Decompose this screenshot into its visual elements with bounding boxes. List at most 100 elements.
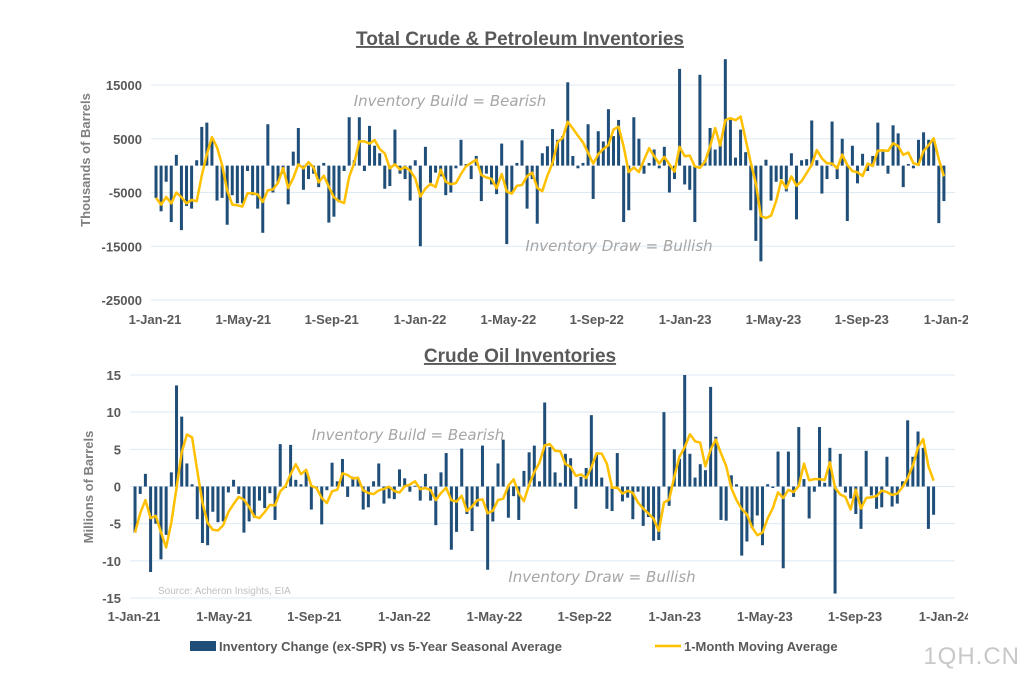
bar [252,486,256,518]
bar [647,162,651,166]
bar [632,117,636,166]
bar [164,486,168,535]
bar [382,486,386,504]
bar [465,486,469,515]
bar [388,165,392,187]
bar [843,486,847,493]
bar [586,124,590,166]
bar [840,138,844,166]
bar [332,165,336,217]
bar [855,165,859,184]
legend-line-label: 1-Month Moving Average [684,639,838,654]
bar [657,165,661,169]
bar [911,165,915,169]
bar [896,133,900,166]
annotation-build: Inventory Build = Bearish [312,426,505,444]
bar [195,486,199,520]
bar [185,463,189,487]
bar [563,453,567,487]
bar [322,162,326,166]
y-tick-label: -10 [102,554,121,569]
bar [574,486,578,509]
bar [698,74,702,166]
bar [786,451,790,487]
bar [347,117,351,166]
bar [864,450,868,487]
bar [330,462,334,487]
x-tick-label: 1-Jan-24 [919,609,973,624]
bar [800,160,804,166]
bar [484,165,488,174]
chart-title: Total Crude & Petroleum Inventories [356,29,684,50]
bar [444,453,448,487]
annotation-build: Inventory Build = Bearish [354,92,547,110]
x-tick-label: 1-Sep-22 [558,609,612,624]
bars [154,59,946,262]
bar [470,486,474,532]
bar [610,486,614,512]
y-tick-label: 0 [114,480,121,495]
bar [667,165,671,193]
bar [744,152,748,166]
bar [195,160,199,166]
bar [760,486,764,546]
bar [637,138,641,166]
bar [232,479,236,487]
source-note: Source: Acheron Insights, EIA [158,586,291,597]
bar [845,165,849,221]
bar [749,165,753,211]
bar [900,481,904,487]
bar [861,153,865,166]
bar [449,165,453,193]
bar [723,59,727,166]
bar [880,486,884,508]
bar [486,486,490,570]
y-tick-label: -15000 [102,239,142,254]
bar [439,472,443,487]
bar [693,165,697,223]
bar [535,165,539,224]
bar [942,165,946,202]
bar [646,486,650,517]
bar [849,486,853,499]
bar [138,486,142,494]
bar [922,132,926,166]
bar [850,145,854,166]
bar [362,165,366,171]
y-tick-label: 5 [114,442,121,457]
bar [823,482,827,487]
bar [764,159,768,166]
bar [719,486,723,520]
bar [480,445,484,487]
bar [291,151,295,166]
x-tick-label: 1-Sep-23 [835,312,889,327]
bar [714,436,718,487]
bar [926,486,930,529]
bar [688,165,692,190]
bar [569,458,573,487]
x-tick-label: 1-Jan-24 [924,312,978,327]
bar [459,139,463,166]
bar [833,486,837,594]
bar [698,464,702,487]
bar [906,164,910,166]
bar [372,481,376,487]
bar [408,165,412,201]
bar [766,484,770,487]
bar [601,141,605,166]
bar [830,121,834,166]
y-axis-label: Thousands of Barrels [78,93,93,227]
bar [540,153,544,166]
bar [886,165,890,174]
bar [429,165,433,183]
bar [820,165,824,194]
bar [771,486,775,488]
x-tick-label: 1-May-21 [216,312,272,327]
legend-bar-label: Inventory Change (ex-SPR) vs 5-Year Seas… [219,639,562,654]
bar [561,136,565,166]
bar [174,154,178,166]
bar [728,119,732,166]
bar [434,486,438,526]
x-tick-label: 1-Jan-21 [129,312,182,327]
bar [304,470,308,487]
